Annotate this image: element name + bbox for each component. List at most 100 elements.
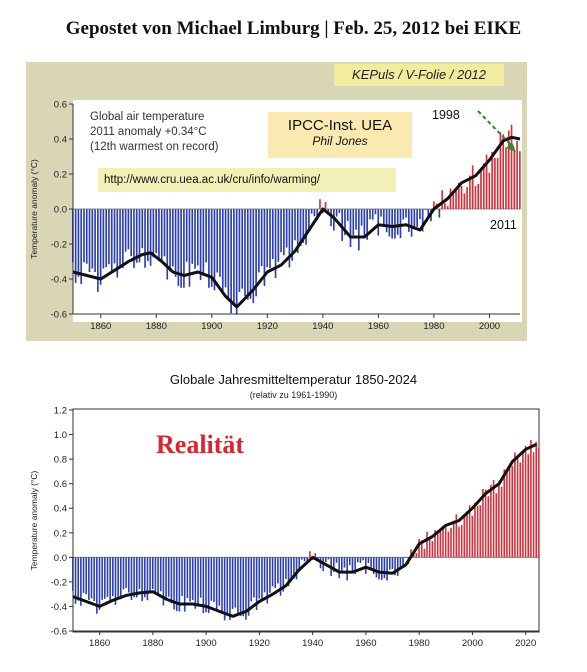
bar-1868	[122, 209, 124, 268]
bar-1918	[253, 557, 255, 598]
bar-1964	[388, 209, 391, 237]
bar-2001	[491, 151, 493, 209]
bottom-axes: -0.6 -0.4 -0.2 0.0 0.2 0.4 0.6 0.8 1.0 1.2 1860 188…	[29, 406, 539, 649]
bar-1956	[366, 209, 368, 240]
bar-1976	[421, 209, 424, 232]
bar-2005	[502, 134, 505, 209]
bar-1894	[194, 209, 196, 269]
bar-1995	[458, 526, 460, 558]
bar-1875	[141, 209, 144, 249]
bar-1990	[444, 527, 447, 558]
top-smooth-line	[72, 135, 521, 309]
bar-1986	[434, 530, 436, 558]
bar-1950	[349, 209, 352, 248]
bar-1851	[74, 209, 77, 283]
bar-1971	[394, 557, 396, 576]
bar-1907	[223, 557, 226, 621]
bar-1969	[388, 557, 391, 570]
bar-1898	[199, 557, 202, 598]
x-tick-label: 2000	[479, 321, 500, 332]
bar-1997	[463, 515, 466, 558]
source-url: http://www.cru.uea.ac.uk/cru/info/warmin…	[98, 168, 396, 192]
bar-1916	[255, 209, 257, 297]
y-tick-label: 1.0	[54, 430, 67, 441]
y-tick-label: 0.2	[54, 170, 67, 181]
bar-1914	[242, 557, 245, 617]
bar-1869	[124, 209, 127, 252]
bar-1981	[420, 540, 423, 558]
x-tick-label: 2000	[462, 638, 483, 649]
y-tick-label: 0.4	[54, 135, 67, 146]
bar-1889	[180, 209, 182, 288]
bar-1984	[444, 203, 446, 209]
bar-1989	[457, 182, 460, 209]
bar-1933	[293, 557, 295, 579]
bar-1918	[260, 209, 263, 267]
bar-1964	[375, 557, 378, 578]
bar-1977	[424, 209, 427, 210]
bottom-chart-subtitle: (relativ zu 1961-1990)	[249, 390, 338, 400]
bar-1970	[405, 209, 407, 218]
bar-1891	[185, 209, 188, 262]
x-tick-label: 1940	[312, 321, 333, 332]
bar-1924	[277, 209, 280, 262]
x-tick-label: 1860	[90, 321, 111, 332]
bar-1878	[146, 557, 149, 601]
bar-1873	[135, 209, 138, 263]
bar-1915	[245, 557, 247, 620]
bar-1861	[101, 557, 103, 600]
bar-1998	[466, 511, 468, 558]
bar-1933	[302, 209, 305, 243]
bar-2015	[511, 465, 514, 558]
bar-2006	[487, 496, 490, 558]
bar-1911	[234, 557, 237, 608]
bar-1961	[367, 557, 370, 563]
bar-1952	[343, 557, 346, 568]
y-tick-label: 1.2	[54, 406, 67, 417]
bar-2008	[492, 479, 495, 558]
bar-1873	[133, 557, 135, 598]
bar-1862	[104, 557, 106, 599]
bar-1958	[359, 557, 362, 563]
bar-1954	[360, 209, 363, 226]
bar-1913	[239, 557, 242, 616]
bar-1910	[231, 557, 234, 609]
bar-2002	[494, 157, 496, 209]
bar-1996	[460, 525, 463, 558]
bar-2014	[508, 466, 511, 558]
bar-1911	[241, 209, 244, 289]
bar-1936	[301, 557, 303, 560]
bar-1868	[120, 557, 122, 600]
bar-1870	[125, 557, 127, 588]
bar-1859	[97, 209, 99, 292]
bar-1912	[244, 209, 246, 297]
bar-1923	[266, 557, 269, 604]
legend-line-2: 2011 anomaly +0.34°C	[90, 126, 207, 138]
bar-1972	[396, 557, 399, 576]
bar-2000	[488, 172, 491, 209]
bottom-bars	[72, 440, 540, 621]
bar-1882	[160, 209, 163, 263]
bar-1895	[196, 209, 199, 266]
bar-1939	[309, 551, 311, 558]
bar-1878	[149, 209, 152, 266]
bar-1986	[449, 188, 452, 209]
bar-1979	[415, 552, 418, 558]
bar-1909	[229, 557, 231, 620]
bar-1967	[383, 557, 386, 579]
bar-1928	[279, 557, 282, 596]
bar-1952	[355, 209, 357, 230]
bar-2003	[479, 505, 482, 558]
ipcc-label: IPCC-Inst. UEA	[287, 117, 393, 134]
bar-1892	[183, 557, 186, 612]
bar-1883	[159, 557, 162, 592]
bar-1899	[208, 209, 210, 288]
bar-1860	[99, 209, 102, 285]
bar-1946	[327, 557, 330, 560]
bar-1951	[341, 557, 343, 571]
bar-1906	[227, 209, 230, 301]
bar-1876	[144, 209, 146, 268]
bar-1886	[167, 557, 170, 597]
bar-1960	[377, 209, 380, 236]
